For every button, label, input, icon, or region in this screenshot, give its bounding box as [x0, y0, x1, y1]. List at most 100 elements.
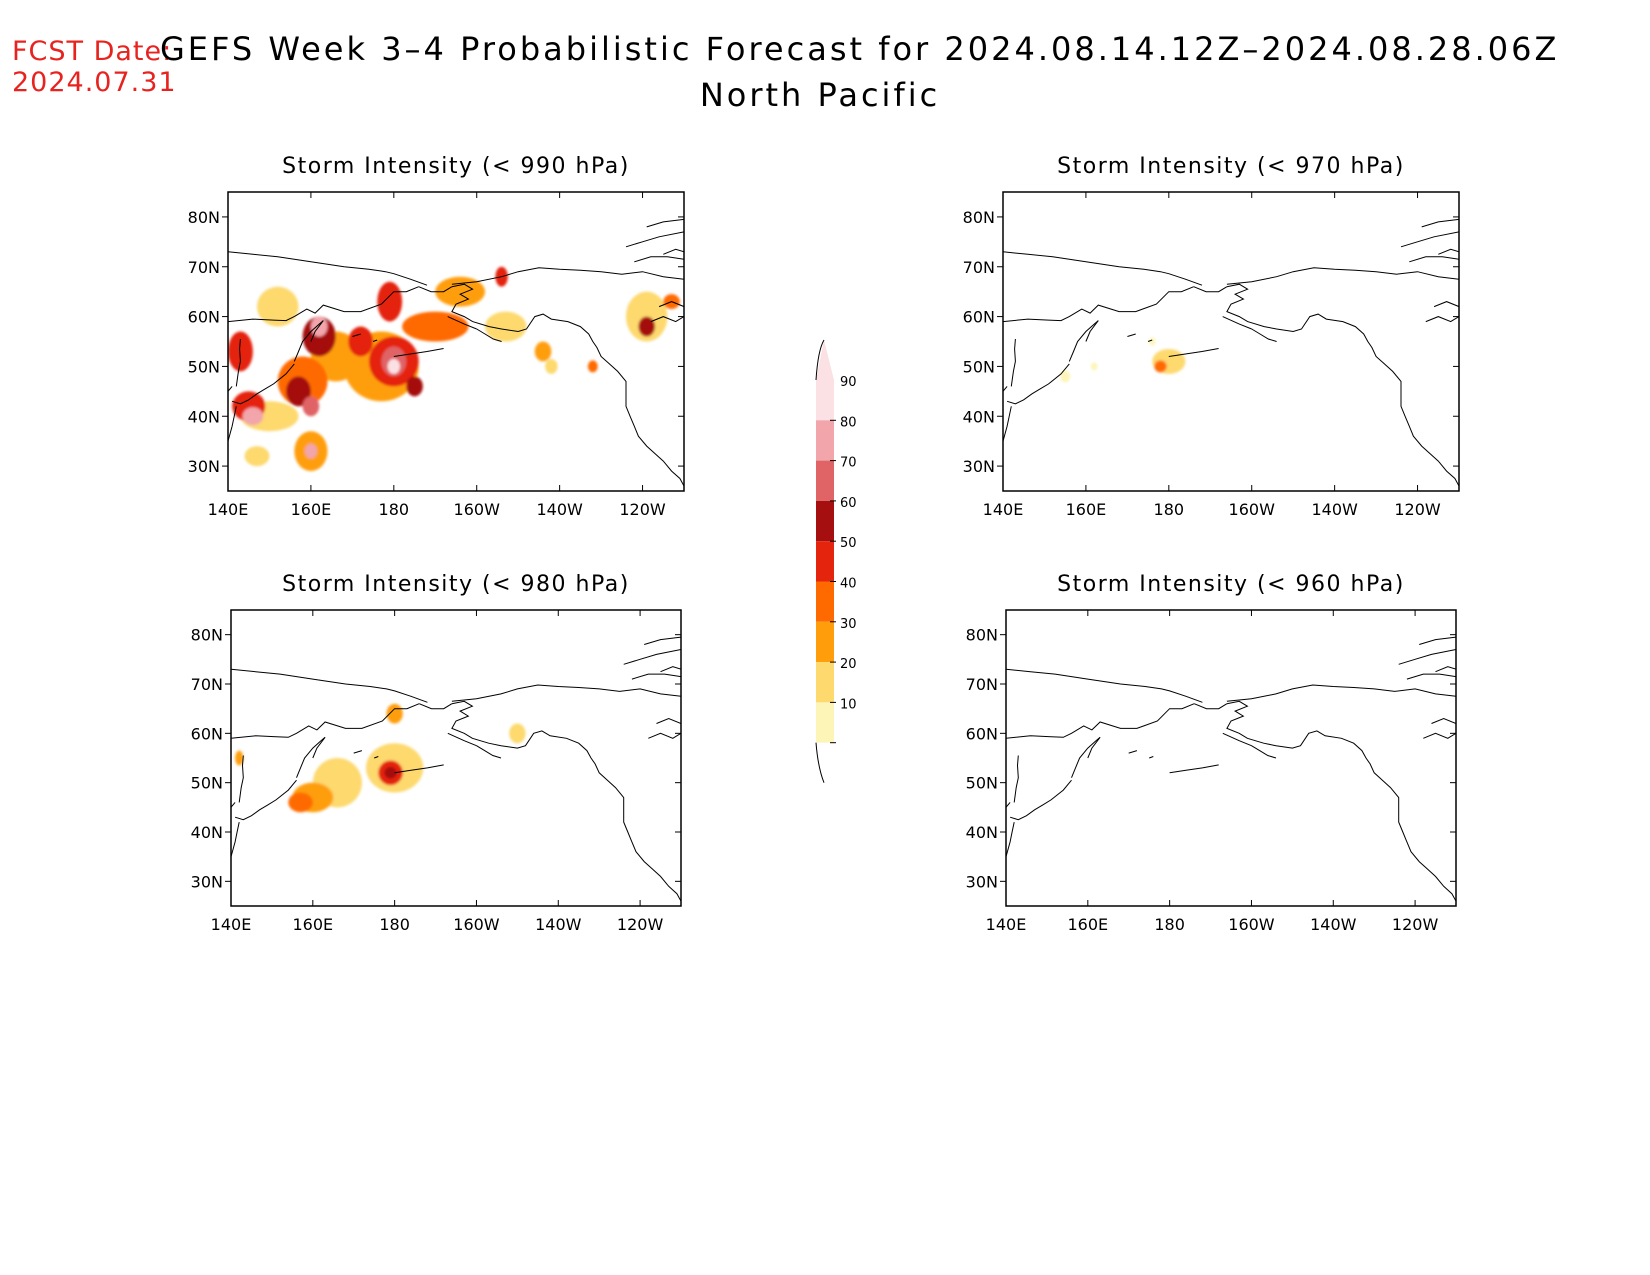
coastline [644, 636, 681, 645]
colorbar-label: 70 [840, 456, 857, 471]
lat-tick-label: 30N [191, 872, 223, 891]
page-title: GEFS Week 3–4 Probabilistic Forecast for… [160, 30, 1560, 68]
colorbar-label: 20 [840, 657, 857, 672]
colorbar-segment [816, 662, 834, 703]
coastline [374, 756, 379, 759]
panel-title: Storm Intensity (< 960 hPa) [1057, 572, 1405, 597]
coastline [231, 821, 240, 857]
coastline [1400, 231, 1459, 248]
lon-tick-label: 160E [1066, 500, 1107, 519]
probability-blob [485, 311, 527, 342]
colorbar-label: 90 [840, 375, 857, 390]
colorbar-segment [816, 500, 834, 542]
coastline [1006, 821, 1015, 857]
coastline [663, 248, 684, 255]
coastline [1003, 251, 1203, 286]
lat-tick-label: 50N [191, 774, 223, 793]
lat-tick-label: 50N [966, 774, 998, 793]
coastline [1009, 779, 1072, 821]
colorbar-segment [816, 702, 834, 743]
lon-tick-label: 140E [208, 500, 249, 519]
probability-blob [406, 376, 423, 397]
lat-tick-label: 70N [963, 258, 995, 277]
probability-blob [435, 276, 486, 307]
coastline [631, 673, 681, 680]
lat-tick-label: 40N [188, 407, 220, 426]
lon-tick-label: 140W [535, 915, 582, 934]
probability-blob [302, 396, 320, 417]
probability-blob [509, 723, 526, 744]
coastline [296, 736, 326, 778]
lon-tick-label: 180 [379, 500, 410, 519]
panel-frame [1005, 609, 1457, 907]
probability-blob [534, 341, 552, 362]
coastline [234, 779, 297, 821]
lat-tick-label: 50N [963, 357, 995, 376]
probability-blob [286, 376, 311, 407]
lon-tick-label: 140W [1311, 500, 1358, 519]
coastline [1438, 248, 1459, 255]
lon-tick-label: 160E [291, 500, 332, 519]
coastline [231, 668, 428, 703]
coastline [1251, 328, 1277, 342]
lon-tick-label: 160E [1067, 915, 1108, 934]
probability-blob [242, 407, 264, 426]
coastline [1419, 636, 1456, 645]
lon-tick-label: 120W [617, 915, 664, 934]
coastline [1006, 668, 1203, 703]
lat-tick-label: 80N [963, 208, 995, 227]
coastline [476, 328, 502, 342]
colorbar-segment [816, 581, 834, 622]
coastline [660, 666, 681, 673]
coastline [1128, 750, 1138, 754]
colorbar-segment [816, 460, 834, 501]
colorbar-segment [816, 541, 834, 582]
coastline [1222, 316, 1252, 330]
probability-blob [304, 443, 318, 459]
coastlines [1006, 636, 1456, 902]
coastline [231, 703, 420, 739]
lat-tick-label: 60N [188, 308, 220, 327]
lon-tick-label: 180 [379, 915, 410, 934]
probability-blob [244, 446, 270, 467]
coastline [1168, 348, 1219, 357]
panel-1: Storm Intensity (< 990 hPa) 140E 160E 180 16… [188, 154, 685, 519]
lat-tick-label: 30N [188, 457, 220, 476]
probability-blob [638, 316, 655, 337]
coastline [1010, 338, 1016, 387]
lon-tick-label: 160W [454, 500, 501, 519]
colorbar-bottom-edge [815, 742, 825, 783]
colorbar-top-cap [816, 340, 834, 380]
coastline [1226, 700, 1456, 902]
coastline [238, 755, 244, 803]
probability-blob [384, 766, 397, 779]
coastline [451, 267, 684, 285]
coastline [451, 283, 684, 487]
colorbar-segment [816, 420, 834, 461]
coastline [393, 348, 444, 357]
coastline [312, 736, 326, 759]
panel-title: Storm Intensity (< 980 hPa) [282, 572, 630, 597]
coastline [658, 301, 684, 308]
region-subtitle: North Pacific [699, 76, 941, 114]
coastline [228, 406, 237, 442]
probability-field [235, 703, 526, 813]
probability-blob [1060, 370, 1071, 383]
coastline [1006, 703, 1195, 739]
coastline [1226, 267, 1459, 285]
colorbar-label: 80 [840, 415, 857, 430]
lon-tick-label: 160W [453, 915, 500, 934]
coastline [228, 251, 428, 286]
probability-field [1060, 337, 1186, 383]
lat-tick-label: 30N [966, 872, 998, 891]
probability-blob [235, 750, 244, 766]
lat-tick-label: 70N [966, 675, 998, 694]
coastline [353, 750, 363, 754]
coastline [451, 700, 681, 902]
lat-tick-label: 60N [963, 308, 995, 327]
probability-blob [545, 358, 558, 374]
coastlines [231, 636, 681, 902]
coastline [648, 732, 681, 739]
colorbar-label: 50 [840, 536, 857, 551]
coastline [1003, 406, 1012, 442]
